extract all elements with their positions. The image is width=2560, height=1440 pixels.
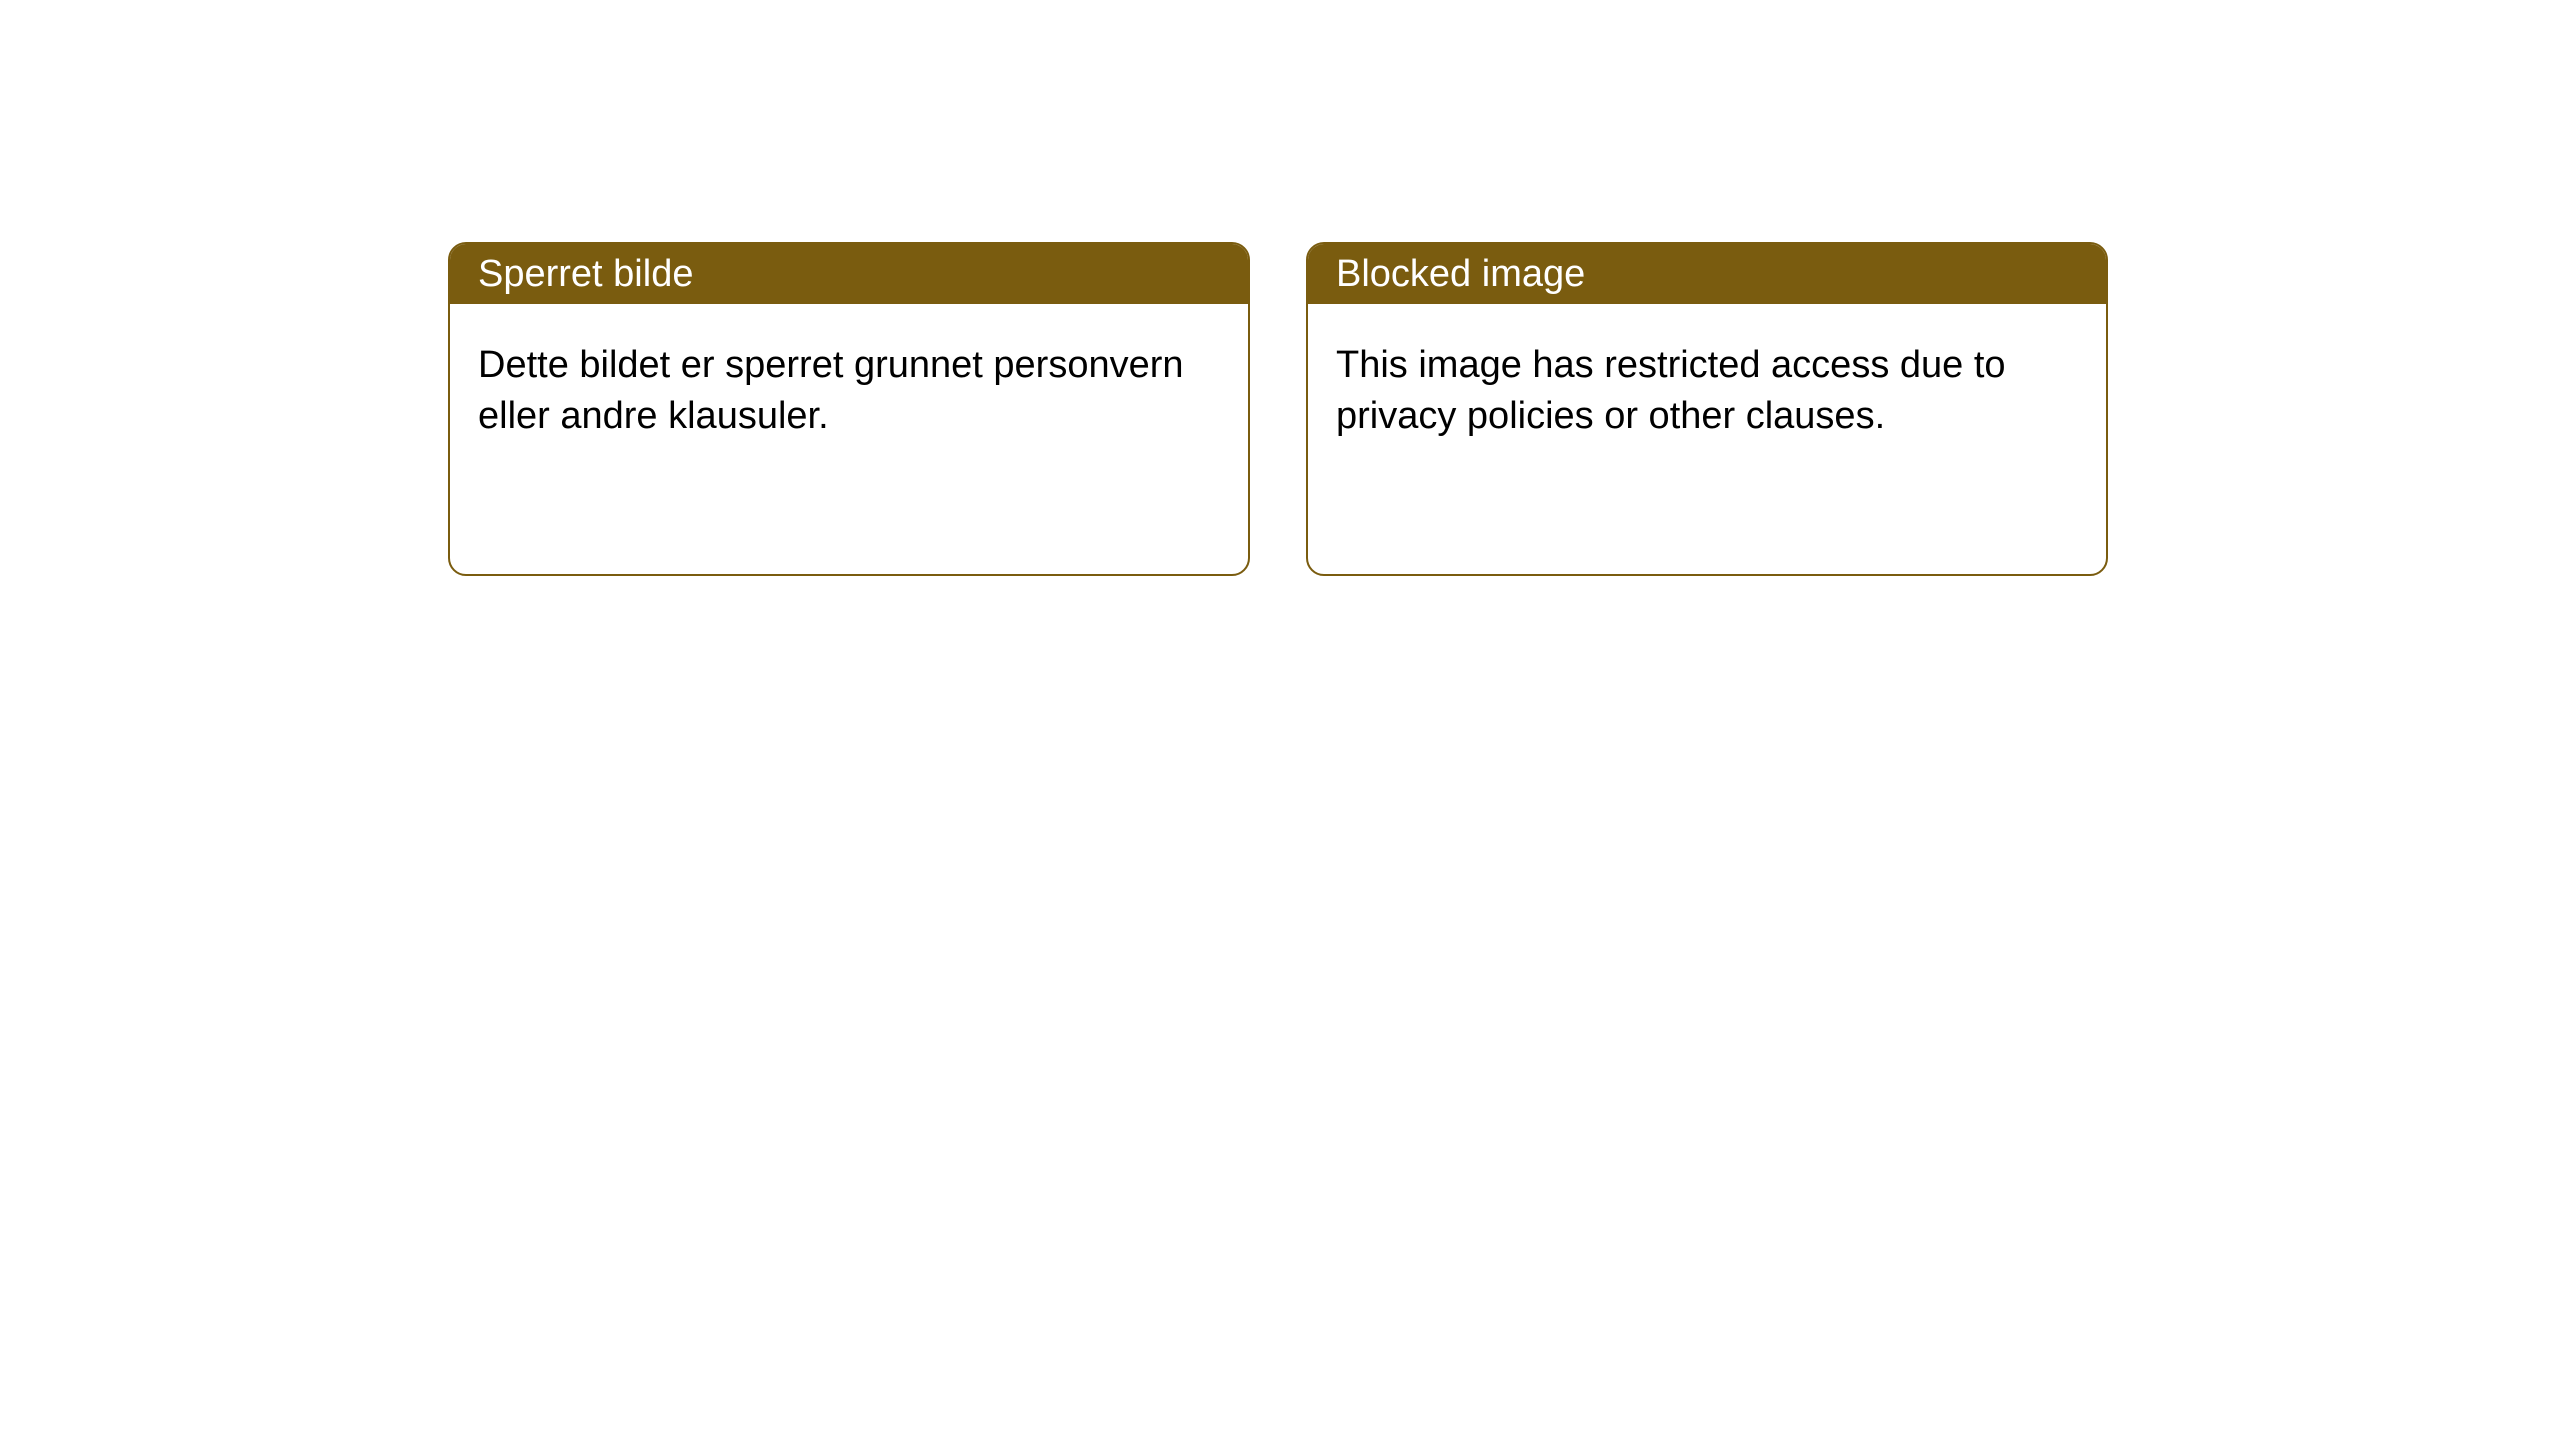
notice-text-english: This image has restricted access due to … [1336, 344, 2006, 437]
notice-title-norwegian: Sperret bilde [478, 253, 693, 296]
notice-header-norwegian: Sperret bilde [450, 244, 1248, 304]
notice-container: Sperret bilde Dette bildet er sperret gr… [448, 242, 2108, 576]
notice-body-norwegian: Dette bildet er sperret grunnet personve… [450, 304, 1248, 479]
notice-body-english: This image has restricted access due to … [1308, 304, 2106, 479]
notice-box-english: Blocked image This image has restricted … [1306, 242, 2108, 576]
notice-box-norwegian: Sperret bilde Dette bildet er sperret gr… [448, 242, 1250, 576]
notice-header-english: Blocked image [1308, 244, 2106, 304]
notice-title-english: Blocked image [1336, 253, 1585, 296]
notice-text-norwegian: Dette bildet er sperret grunnet personve… [478, 344, 1184, 437]
